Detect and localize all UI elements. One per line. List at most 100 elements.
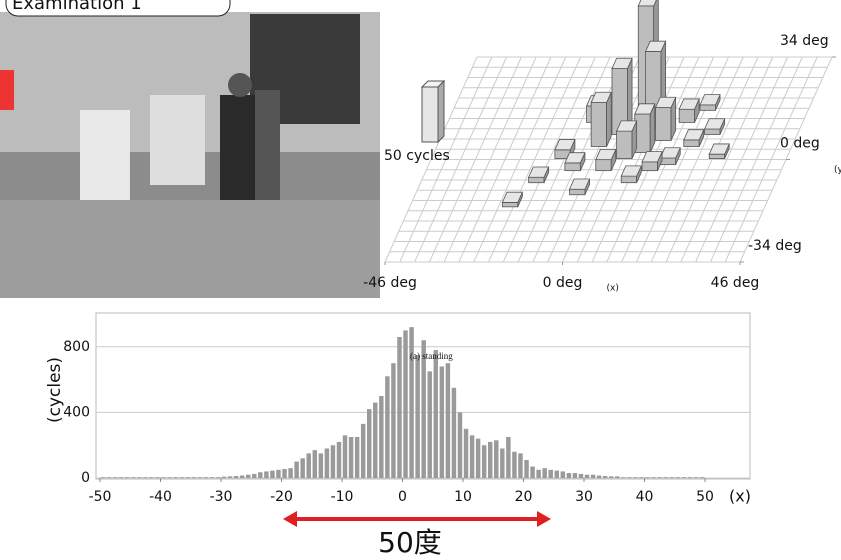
bar — [198, 477, 202, 478]
y-tick-label: 0 deg — [780, 136, 820, 152]
bar — [657, 477, 661, 478]
x-tick-label: 50 — [696, 489, 714, 505]
bar — [688, 477, 692, 478]
bar — [409, 327, 413, 478]
bar — [325, 448, 329, 478]
bar — [167, 477, 171, 478]
bar — [361, 424, 365, 478]
x-tick-label: -30 — [210, 489, 233, 505]
bar — [597, 476, 601, 478]
bar — [518, 453, 522, 478]
bar — [670, 477, 674, 478]
bar-front — [529, 177, 544, 183]
bar — [119, 477, 123, 478]
bar-front — [684, 140, 699, 147]
bar — [337, 442, 341, 478]
bar — [615, 476, 619, 478]
bar — [676, 477, 680, 478]
photo — [0, 12, 380, 298]
x-tick-label: 20 — [515, 489, 533, 505]
bar — [252, 474, 256, 478]
x-tick-label: 10 — [454, 489, 472, 505]
histogram: 0400800-50-40-30-20-1001020304050(x)(cyc… — [45, 313, 751, 506]
bar — [355, 437, 359, 478]
bar — [300, 458, 304, 478]
bar — [645, 477, 649, 478]
bar — [313, 450, 317, 478]
bar — [403, 330, 407, 478]
bar — [228, 476, 232, 478]
bar — [482, 445, 486, 478]
bar — [682, 477, 686, 478]
bar — [349, 437, 353, 478]
y-tick-label: -34 deg — [748, 238, 802, 254]
x-tick-label: 46 deg — [711, 275, 760, 291]
annotation: (a) standing — [410, 351, 453, 361]
bar — [143, 477, 147, 478]
bar — [452, 388, 456, 478]
bar — [367, 409, 371, 478]
bar — [609, 476, 613, 478]
bar-front — [705, 129, 720, 135]
bar — [319, 453, 323, 478]
bar-front — [621, 176, 636, 183]
bar — [276, 470, 280, 478]
bar-front — [617, 131, 632, 159]
scale-box — [422, 87, 438, 142]
x-tick-label: -20 — [270, 489, 293, 505]
scale-label: 50 cycles — [384, 148, 450, 164]
bar — [179, 477, 183, 478]
bar — [651, 477, 655, 478]
bar — [155, 477, 159, 478]
y-tick-label: 400 — [63, 404, 90, 420]
bar — [385, 376, 389, 478]
x-tick-label: -50 — [89, 489, 112, 505]
bar — [282, 469, 286, 478]
bar-front — [660, 158, 675, 165]
bar — [530, 467, 534, 478]
bar — [579, 474, 583, 478]
bar — [415, 355, 419, 478]
bar — [585, 475, 589, 478]
title: Examination 1 — [12, 0, 142, 14]
x-tick-label: 40 — [636, 489, 654, 505]
svg-text:50度: 50度 — [378, 526, 442, 559]
bar — [240, 476, 244, 478]
bar — [567, 473, 571, 478]
bar-front — [570, 189, 585, 195]
bar — [627, 477, 631, 478]
bar — [494, 440, 498, 478]
bar — [131, 477, 135, 478]
bar — [264, 471, 268, 478]
bar-front — [679, 109, 694, 122]
bar — [446, 363, 450, 478]
bar — [458, 412, 462, 478]
bar — [192, 477, 196, 478]
bar — [506, 437, 510, 478]
bar — [270, 471, 274, 478]
bar — [331, 445, 335, 478]
bar — [307, 453, 311, 478]
bar — [391, 363, 395, 478]
bar — [524, 460, 528, 478]
bar — [204, 477, 208, 478]
bar-front — [591, 103, 606, 147]
bar — [246, 475, 250, 478]
span-arrow: 50度 — [283, 511, 551, 559]
bar — [149, 477, 153, 478]
x-tick-label: 0 deg — [543, 275, 583, 291]
y-axis-label: (cycles) — [45, 357, 65, 423]
bar-front — [565, 163, 580, 171]
bar — [343, 435, 347, 478]
x-tick-label: -10 — [331, 489, 354, 505]
bar — [488, 442, 492, 478]
x-tick-label: 30 — [575, 489, 593, 505]
bar — [397, 337, 401, 478]
bar — [603, 476, 607, 478]
bar — [440, 366, 444, 478]
bar — [694, 477, 698, 478]
y-tick-label: 800 — [63, 339, 90, 355]
bar — [113, 477, 117, 478]
bar — [621, 477, 625, 478]
bar — [186, 477, 190, 478]
